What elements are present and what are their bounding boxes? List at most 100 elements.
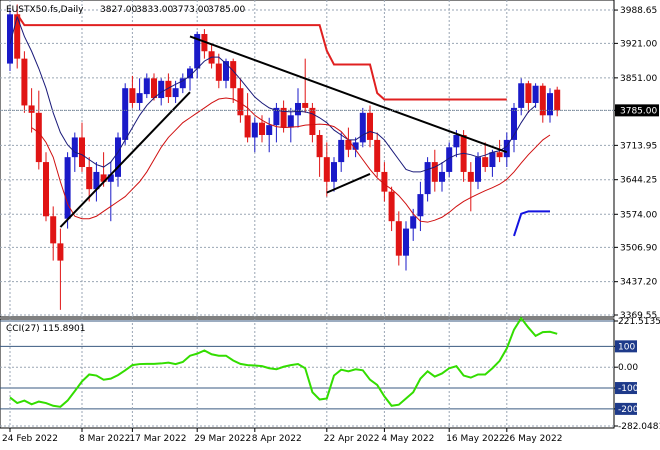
candle-bear	[280, 107, 287, 128]
candle-bull	[71, 137, 78, 158]
candle-bull	[115, 137, 121, 177]
time-tick-label: 22 Apr 2022	[324, 434, 380, 444]
support-line	[513, 210, 550, 237]
candle-bull	[64, 157, 71, 219]
cci-level-box	[615, 340, 637, 353]
price-tick-label: 3713.95	[620, 141, 657, 151]
slow-moving-average	[31, 97, 551, 223]
candle-bear	[374, 139, 381, 172]
price-tick-label: 3437.20	[620, 278, 657, 288]
cci-tick-label: 221.5135	[618, 317, 660, 327]
candle-bull	[273, 107, 280, 126]
candle-bull	[547, 93, 553, 116]
cci-tick-label: 0.00	[618, 363, 638, 373]
cci-series	[9, 316, 558, 408]
candle-bear	[345, 139, 352, 150]
candle-bear	[323, 157, 330, 182]
candle-bear	[50, 216, 57, 244]
candle-bear	[230, 61, 237, 89]
time-tick-label: 16 May 2022	[446, 434, 505, 444]
candle-bear	[259, 122, 265, 135]
candle-bull	[331, 162, 337, 182]
candle-bear	[57, 243, 64, 261]
price-series	[7, 4, 561, 310]
candle-bear	[28, 105, 35, 113]
price-tag-box	[615, 104, 659, 117]
candle-bull	[446, 147, 453, 172]
fast-moving-average	[9, 15, 536, 173]
candle-bull	[172, 88, 179, 98]
time-tick-label: 8 Apr 2022	[252, 434, 302, 444]
cci-axis: 221.5135 100 0.00 -100 -200 -282.0481	[614, 317, 660, 432]
candle-bull	[107, 174, 114, 182]
trendline	[59, 91, 191, 228]
candle-bull	[475, 157, 481, 182]
candle-bull	[287, 115, 294, 128]
candle-bear	[302, 102, 309, 108]
candle-bear	[79, 137, 85, 168]
chart-title: EUSTX50.fs,Daily	[6, 5, 84, 15]
time-tick-label: 4 May 2022	[381, 434, 434, 444]
ohlc-high: 3833.00	[136, 5, 173, 15]
candle-bull	[511, 107, 517, 140]
candle-bull	[338, 139, 345, 163]
time-tick-label: 8 Mar 2022	[79, 434, 130, 444]
cci-level-box	[615, 402, 637, 415]
cci-tick-label: 100	[618, 342, 635, 352]
candle-bear	[14, 14, 21, 59]
cci-tick-label: -200	[618, 405, 639, 415]
ohlc-close: 3785.00	[208, 5, 245, 15]
candle-bull	[93, 171, 100, 190]
candle-bear	[395, 221, 402, 256]
candle-bear	[86, 167, 93, 190]
trendline	[189, 35, 508, 154]
ohlc-open: 3827.00	[100, 5, 137, 15]
candle-bull	[7, 14, 13, 64]
trendline	[326, 172, 371, 194]
time-axis: 24 Feb 2022 8 Mar 2022 17 Mar 2022 29 Mar 2…	[2, 428, 562, 444]
candle-bull	[359, 112, 366, 143]
candle-bear	[467, 171, 474, 182]
candle-bear	[525, 83, 532, 103]
cci-level-box	[615, 382, 637, 395]
candle-bear	[309, 107, 316, 135]
time-tick-label: 29 Mar 2022	[194, 434, 251, 444]
candle-bear	[496, 152, 503, 158]
price-tick-label: 3921.00	[620, 39, 657, 49]
candle-bear	[482, 157, 489, 168]
price-tick-label: 3851.00	[620, 74, 657, 84]
candle-bear	[129, 88, 136, 103]
trailing-stop-line	[16, 13, 507, 101]
candle-bull	[417, 194, 424, 217]
price-tick-label: 3574.00	[620, 210, 657, 220]
candle-bull	[503, 139, 510, 158]
candle-bear	[431, 162, 438, 182]
candle-bull	[453, 134, 460, 148]
candle-bear	[381, 171, 388, 192]
price-tick-label: 3988.65	[620, 6, 657, 16]
candle-bull	[439, 171, 445, 182]
candle-bull	[518, 83, 525, 108]
candle-bull	[532, 85, 539, 103]
ohlc-low: 3773.00	[172, 5, 209, 15]
cci-line	[9, 316, 558, 408]
candle-bull	[143, 78, 150, 95]
cci-tick-label: -282.0481	[618, 422, 660, 432]
candle-bear	[43, 162, 49, 217]
candle-bear	[554, 89, 561, 111]
time-tick-label: 17 Mar 2022	[129, 434, 186, 444]
candle-bear	[316, 134, 323, 158]
candle-bull	[194, 34, 201, 69]
candle-bull	[223, 61, 229, 81]
candle-bear	[215, 63, 222, 81]
candle-bull	[424, 162, 431, 195]
cci-title: CCI(27) 115.8901	[6, 324, 86, 334]
cci-tick-label: -100	[618, 384, 639, 394]
candle-bear	[100, 174, 107, 182]
candle-bull	[122, 88, 129, 140]
candle-bull	[403, 228, 409, 256]
candle-bear	[388, 191, 395, 222]
candle-bear	[237, 88, 244, 116]
candle-bull	[158, 80, 165, 99]
